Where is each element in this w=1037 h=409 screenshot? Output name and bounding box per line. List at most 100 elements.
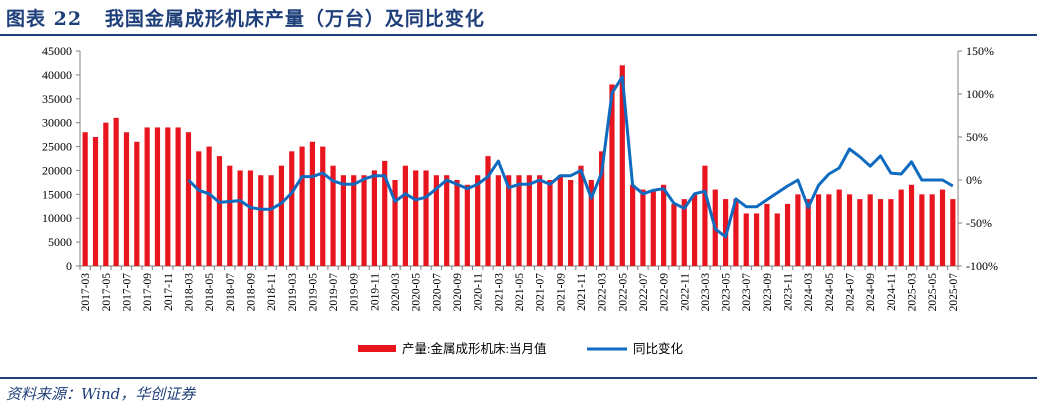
- bar-2022-12: [692, 194, 698, 266]
- bar-2021-04: [506, 175, 512, 266]
- x-tick-label: 2021-03: [493, 273, 505, 312]
- left-tick-label: 5000: [48, 235, 72, 249]
- bar-2017-06: [113, 117, 119, 266]
- left-tick-label: 20000: [42, 163, 72, 177]
- x-tick-label: 2024-11: [886, 273, 898, 311]
- bar-2022-05: [619, 65, 625, 266]
- x-tick-label: 2019-11: [369, 273, 381, 311]
- x-tick-label: 2022-11: [679, 273, 691, 311]
- bar-2024-09: [867, 194, 873, 266]
- bar-2022-04: [609, 84, 615, 266]
- bar-2021-05: [516, 175, 522, 266]
- right-tick-label: -100%: [966, 259, 998, 273]
- left-tick-label: 10000: [42, 211, 72, 225]
- x-tick-label: 2020-11: [473, 273, 485, 311]
- bar-2024-10: [877, 199, 884, 266]
- x-tick-label: 2020-03: [390, 273, 402, 312]
- footer-rule: [0, 377, 1037, 379]
- bar-2017-03: [82, 132, 88, 266]
- legend-label-line: 同比变化: [633, 341, 684, 356]
- bar-2020-07: [433, 175, 439, 266]
- bar-2017-05: [103, 122, 109, 267]
- bar-2025-05: [929, 194, 935, 266]
- x-tick-label: 2022-07: [638, 273, 650, 312]
- x-tick-label: 2019-09: [349, 273, 361, 312]
- x-tick-label: 2023-09: [762, 273, 774, 312]
- bar-2025-07: [950, 199, 956, 266]
- x-tick-label: 2020-09: [452, 273, 464, 312]
- legend-swatch-bar: [358, 345, 396, 352]
- bar-2019-06: [320, 146, 326, 266]
- bar-2020-10: [464, 184, 470, 266]
- bar-2020-04: [402, 165, 408, 266]
- x-tick-label: 2021-05: [514, 273, 526, 312]
- title-rule: [0, 34, 1037, 36]
- bar-2017-04: [92, 137, 99, 266]
- left-tick-label: 25000: [42, 140, 72, 154]
- bar-2023-06: [733, 199, 739, 266]
- bar-2019-10: [361, 175, 367, 266]
- bar-2017-09: [144, 127, 150, 266]
- x-tick-label: 2017-09: [142, 273, 154, 312]
- bar-2023-11: [784, 203, 791, 266]
- right-tick-label: 100%: [966, 87, 994, 101]
- bar-2025-06: [939, 189, 946, 266]
- x-tick-label: 2025-03: [907, 273, 919, 312]
- bar-2020-09: [454, 180, 460, 266]
- bar-2021-12: [588, 180, 594, 266]
- bar-2021-07: [537, 175, 543, 266]
- x-tick-label: 2020-05: [411, 273, 423, 312]
- bar-2018-06: [216, 156, 223, 266]
- x-tick-label: 2017-07: [121, 273, 133, 312]
- bar-2021-08: [547, 180, 553, 266]
- x-tick-label: 2023-11: [783, 273, 795, 311]
- x-tick-label: 2017-05: [101, 273, 113, 312]
- x-tick-label: 2021-07: [535, 273, 547, 312]
- bar-2023-10: [774, 213, 780, 266]
- bar-2018-07: [227, 165, 233, 266]
- right-tick-label: -50%: [966, 216, 992, 230]
- x-tick-label: 2021-11: [576, 273, 588, 311]
- bar-2023-09: [764, 203, 770, 266]
- bar-2021-06: [526, 175, 532, 266]
- x-tick-label: 2018-09: [245, 273, 257, 312]
- x-tick-label: 2017-03: [80, 273, 92, 312]
- bar-2024-03: [805, 199, 811, 266]
- x-tick-label: 2022-03: [597, 273, 609, 312]
- bar-2023-08: [753, 213, 760, 266]
- bar-2024-07: [846, 194, 853, 266]
- bar-2018-08: [237, 170, 243, 266]
- bar-2019-05: [309, 141, 316, 266]
- bar-2019-11: [371, 170, 377, 266]
- bar-2023-07: [743, 213, 749, 266]
- x-tick-label: 2022-09: [659, 273, 671, 312]
- bar-2024-08: [857, 199, 863, 266]
- x-tick-label: 2023-05: [721, 273, 733, 312]
- x-tick-label: 2019-03: [287, 273, 299, 312]
- left-tick-label: 30000: [42, 116, 72, 130]
- x-tick-label: 2024-03: [803, 273, 815, 312]
- bar-2017-10: [154, 127, 161, 266]
- bar-2022-11: [681, 199, 687, 266]
- x-tick-label: 2025-07: [948, 273, 960, 312]
- bar-2024-12: [898, 189, 904, 266]
- bar-2022-03: [599, 151, 605, 266]
- left-tick-label: 0: [66, 259, 72, 273]
- bar-2020-06: [423, 170, 429, 266]
- left-tick-label: 40000: [42, 68, 72, 82]
- bar-2022-09: [661, 184, 667, 266]
- right-tick-label: 150%: [966, 44, 994, 58]
- x-tick-label: 2019-07: [328, 273, 340, 312]
- bar-2019-03: [289, 151, 295, 266]
- x-tick-label: 2025-05: [927, 273, 939, 312]
- bar-2019-04: [299, 146, 305, 266]
- bar-2019-08: [340, 175, 346, 266]
- x-tick-label: 2023-07: [741, 273, 753, 312]
- x-tick-label: 2019-05: [307, 273, 319, 312]
- bar-2017-11: [165, 127, 171, 266]
- bar-2019-12: [382, 160, 388, 266]
- x-tick-label: 2023-03: [700, 273, 712, 312]
- bar-2017-12: [175, 127, 181, 266]
- bar-2021-03: [495, 175, 501, 266]
